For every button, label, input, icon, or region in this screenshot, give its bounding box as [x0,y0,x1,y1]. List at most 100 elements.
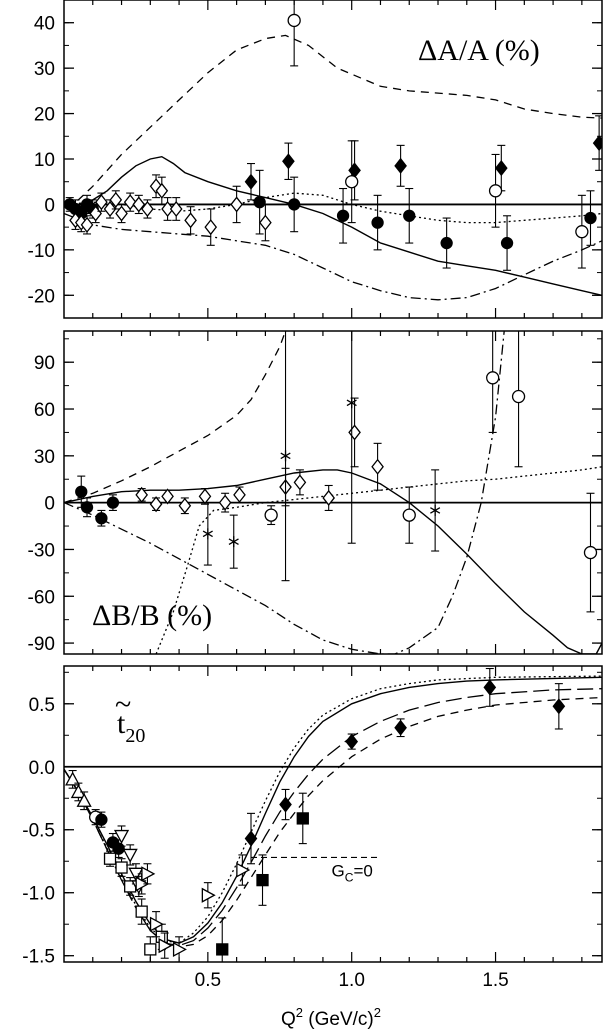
data-point [198,488,212,505]
data-point [216,943,229,956]
data-point [336,209,350,222]
series-open-triangle-right [135,854,251,962]
panel-delta-a: -20 -10 0 10 20 30 40 ΔA/A (%) [28,0,603,319]
asterisk-stroke [202,530,213,538]
data-point [218,494,232,511]
data-point [583,545,598,560]
data-point [132,196,146,213]
data-point [123,194,137,211]
data-point [141,200,154,218]
data-point [287,13,301,28]
data-point [371,458,384,475]
data-point [149,496,163,513]
gc-sub: C [345,870,354,884]
x-axis-title: Q2 (GeV/c)2 [281,1005,381,1030]
data-point [552,698,566,715]
asterisk-stroke [430,507,441,514]
series-open-circle [264,331,598,613]
data-point [201,887,216,903]
plot-frame [63,665,603,963]
panel-delta-b: -90 -60 -30 0 30 60 90 ΔB/B (%) [28,330,603,655]
series-open-diamond [135,397,384,515]
curve-solid [64,676,602,944]
y-tick-label: -0.5 [22,821,55,842]
data-point [256,873,269,887]
curve-dashed [64,331,287,504]
data-point [345,733,359,750]
data-point [202,528,213,540]
gc-main: G [332,861,345,880]
y-tick-label: 30 [34,59,55,80]
y-tick-label: -90 [28,634,55,655]
data-point [113,829,130,844]
data-point [233,486,246,503]
data-point [103,200,117,218]
y-tick-label: 10 [34,150,55,171]
y-tick-label: 60 [34,400,55,421]
data-point [149,916,164,932]
data-point [322,489,336,507]
data-point [345,175,359,189]
y-tick-label: -20 [28,286,55,307]
data-point [346,397,357,409]
series-open-triangle-up [65,769,92,811]
plot-frame [63,330,603,655]
curves [64,34,602,301]
data-point [236,862,251,878]
series-filled-circle [64,169,597,271]
data-point [264,508,278,522]
x-tick-label: 1.0 [338,970,364,991]
data-point [169,200,183,218]
data-point [244,173,258,190]
gc-suffix: =0 [353,861,372,880]
data-point [511,389,526,404]
data-point [394,157,407,174]
data-point [172,941,187,957]
data-point [253,196,266,209]
y-tick-label: -10 [28,241,55,262]
curve-solid [64,155,602,296]
y-tick-label: 0 [44,494,55,515]
y-tick-label: 40 [34,14,55,35]
data-point [106,496,120,509]
data-point [103,852,117,865]
series-filled-diamond [244,667,566,865]
curve-dotted [155,466,602,654]
y-tick-label: -30 [28,540,55,561]
data-point [95,813,108,826]
panel-title: ΔB/B (%) [92,599,212,632]
data-point [494,160,508,177]
data-point [230,196,243,213]
data-point [115,205,128,222]
curve-dashed [64,34,602,206]
data-point [80,216,94,233]
data-point [161,488,174,505]
data-point [228,536,239,548]
data-point [112,842,125,855]
data-point [178,497,192,514]
curve-dash-dot [64,212,602,301]
series-open-circle [287,0,589,269]
series-asterisk [202,331,441,582]
data-point [282,153,295,170]
asterisk-stroke [228,538,239,545]
y-tick-label: -1.5 [22,947,55,968]
data-point [155,182,169,199]
data-point [204,219,218,236]
data-point [348,424,361,441]
data-point [135,905,148,918]
data-point [95,512,108,525]
y-tick-label: 0 [44,195,55,216]
data-point [144,943,157,956]
data-point [122,848,138,863]
curve-dotted [64,192,602,224]
data-point [575,225,589,239]
data-point [430,504,441,516]
data-point [394,719,407,736]
y-tick-label: -60 [28,587,55,608]
data-point [488,184,503,198]
data-point [259,214,272,231]
data-point [296,812,309,825]
